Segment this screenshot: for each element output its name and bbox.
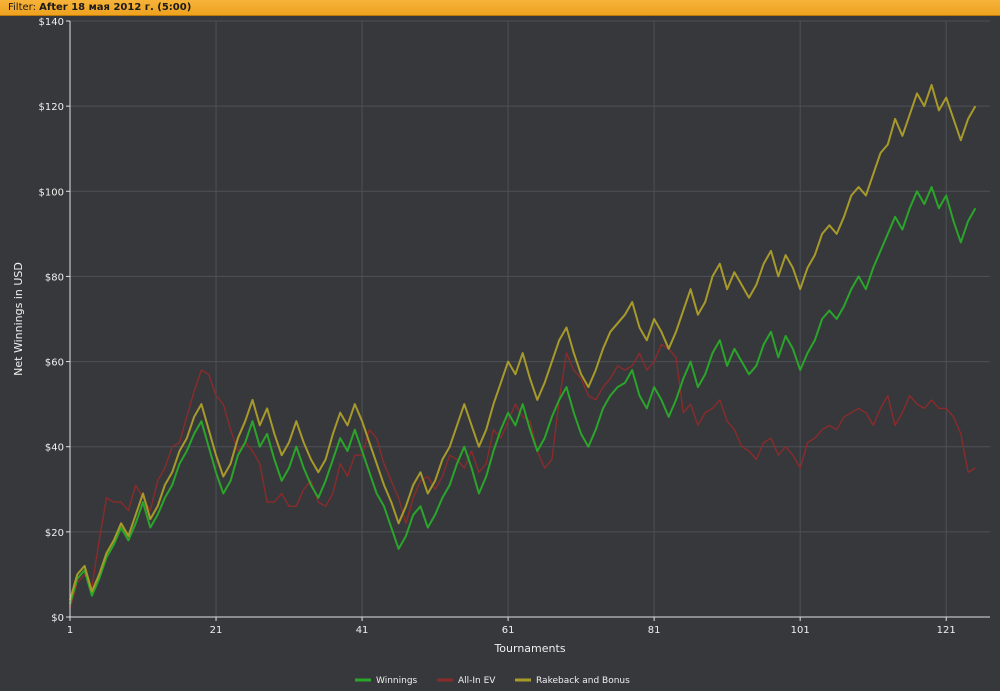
legend: Winnings All-In EV Rakeback and Bonus [355,676,630,686]
x-tick-label: 1 [67,625,73,636]
y-tick-label: $80 [45,272,64,283]
legend-label-winnings: Winnings [376,676,418,686]
x-axis-title: Tournaments [493,642,565,655]
legend-label-all-in-ev: All-In EV [458,676,496,686]
series-line-rakeback-and-bonus [69,83,977,601]
x-tick-label: 121 [937,625,956,636]
winnings-chart: 1 21 41 61 81 101 121$0$20$40$60$80$100$120$14… [12,17,990,686]
y-axis-title: Net Winnings in USD [12,262,25,376]
series-line-all-in-ev [69,343,976,609]
x-tick-label: 21 [210,625,223,636]
x-tick-label: 101 [791,625,810,636]
ticks: 1 21 41 61 81 101 121$0$20$40$60$80$100$120$14… [39,17,956,636]
y-tick-label: $120 [39,102,64,113]
x-tick-label: 41 [356,625,369,636]
x-tick-label: 81 [648,625,661,636]
y-tick-label: $0 [51,613,64,624]
filter-label: Filter: [8,2,36,13]
plot-background [70,21,990,617]
filter-bar: Filter: After 18 мая 2012 г. (5:00) [0,0,1000,16]
legend-label-rakeback-and-bonus: Rakeback and Bonus [536,676,630,686]
y-tick-label: $60 [45,358,64,369]
filter-value: After 18 мая 2012 г. (5:00) [39,2,192,13]
y-tick-label: $40 [45,443,64,454]
series-layer [69,83,977,609]
x-tick-label: 61 [502,625,515,636]
y-tick-label: $140 [39,17,64,28]
y-tick-label: $100 [39,187,64,198]
series-line-winnings [69,186,977,605]
y-tick-label: $20 [45,528,64,539]
grid [70,20,990,617]
